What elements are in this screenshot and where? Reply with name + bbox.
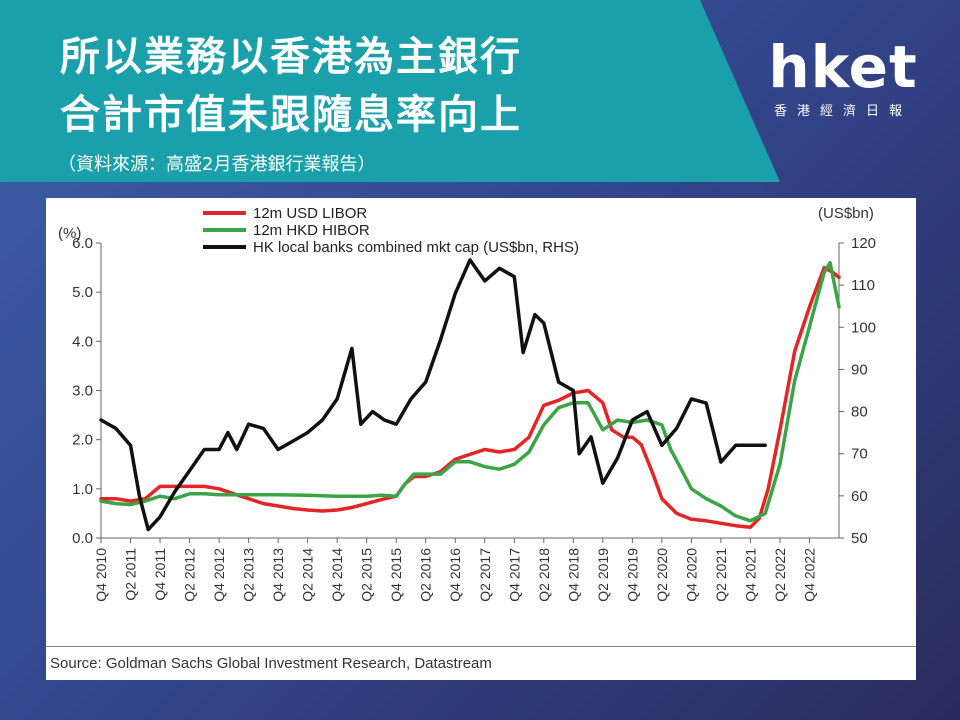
series-line-1 [99, 265, 841, 529]
x-tick-label: Q2 2021 [713, 548, 729, 602]
x-tick-label: Q2 2015 [359, 548, 375, 602]
y-left-tick-label: 1.0 [72, 481, 93, 498]
chart-source: Source: Goldman Sachs Global Investment … [50, 655, 492, 672]
x-tick-label: Q4 2016 [447, 548, 463, 602]
y-left-tick-label: 4.0 [72, 333, 93, 350]
x-tick-label: Q2 2020 [654, 548, 670, 602]
x-tick-label: Q2 2022 [772, 548, 788, 602]
headline-line-2: 合計市值未跟隨息率向上 [60, 92, 522, 138]
chart-panel: (%) (US$bn) 0.0 1.0 2.0 3.0 4.0 5.0 6.0 50 60 70 80 9… [46, 198, 916, 680]
y-right-tick-label: 110 [851, 277, 875, 294]
x-tick-label: Q4 2020 [683, 548, 699, 602]
y-right-tick-label: 50 [851, 530, 868, 547]
logo-wordmark: hket [768, 33, 918, 101]
x-tick-label: Q4 2018 [565, 548, 581, 602]
headline-line-1: 所以業務以香港為主銀行 [60, 34, 522, 80]
series-line-3 [99, 258, 767, 532]
source-divider [46, 646, 916, 647]
y-right-tick-label: 120 [851, 235, 876, 252]
x-tick-label: Q4 2012 [211, 548, 227, 602]
x-tick-label: Q2 2017 [477, 548, 493, 602]
x-tick-label: Q2 2014 [300, 548, 316, 602]
x-tick-label: Q4 2022 [801, 548, 817, 602]
y-right-tick-label: 80 [851, 404, 868, 421]
x-tick-label: Q4 2017 [506, 548, 522, 602]
x-tick-label: Q2 2019 [595, 548, 611, 602]
logo-tagline: 香港經濟日報 [773, 104, 912, 119]
x-tick-label: Q4 2015 [388, 548, 404, 602]
legend-label-1: 12m USD LIBOR [253, 205, 367, 222]
x-tick-label: Q2 2018 [536, 548, 552, 602]
series-line-2 [99, 260, 841, 523]
y-right-tick-label: 90 [851, 361, 868, 378]
x-tick-label: Q4 2010 [93, 548, 109, 602]
line-chart: (%) (US$bn) 0.0 1.0 2.0 3.0 4.0 5.0 6.0 50 60 70 80 9… [58, 205, 876, 602]
y-right-tick-label: 60 [851, 488, 868, 505]
y-left-tick-label: 3.0 [72, 383, 93, 400]
y-left-tick-label: 6.0 [72, 235, 93, 252]
title-banner [0, 0, 780, 182]
y-left-tick-label: 0.0 [72, 530, 93, 547]
legend-label-2: 12m HKD HIBOR [253, 222, 370, 239]
y-right-unit: (US$bn) [818, 205, 874, 222]
y-right-tick-label: 70 [851, 446, 868, 463]
x-tick-label: Q2 2012 [182, 548, 198, 602]
x-tick-label: Q2 2011 [123, 548, 139, 601]
y-left-tick-label: 5.0 [72, 284, 93, 301]
x-tick-label: Q2 2016 [418, 548, 434, 602]
y-right-tick-label: 100 [851, 319, 876, 336]
y-left-unit: (%) [58, 225, 81, 242]
hket-logo: hket 香港經濟日報 [758, 38, 928, 119]
x-tick-label: Q4 2019 [624, 548, 640, 602]
source-subtitle: （資料來源：高盛2月香港銀行業報告） [58, 154, 376, 175]
y-left-tick-label: 2.0 [72, 432, 93, 449]
x-tick-label: Q4 2011 [152, 548, 168, 601]
x-tick-label: Q2 2013 [241, 548, 257, 602]
legend-label-3: HK local banks combined mkt cap (US$bn, … [253, 239, 579, 256]
x-tick-label: Q4 2021 [742, 548, 758, 602]
x-tick-label: Q4 2014 [329, 548, 345, 602]
x-tick-label: Q4 2013 [270, 548, 286, 602]
